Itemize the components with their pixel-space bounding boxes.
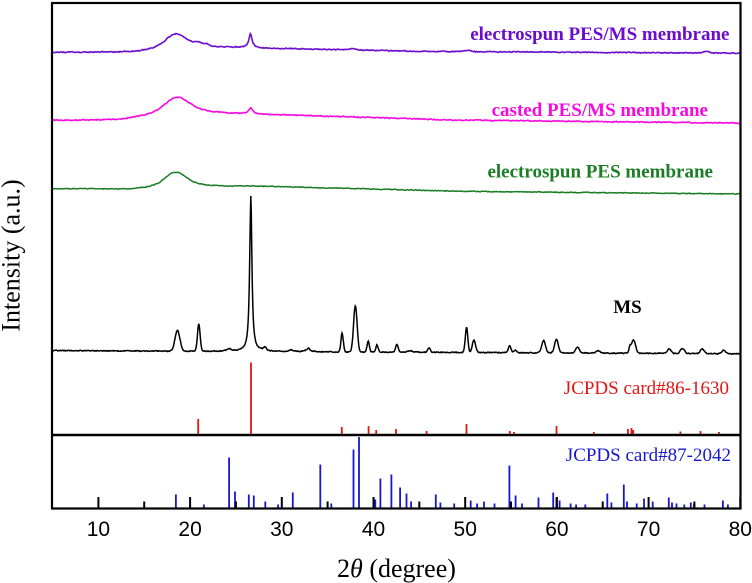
svg-text:50: 50 — [454, 518, 477, 541]
svg-text:JCPDS card#86-1630: JCPDS card#86-1630 — [564, 378, 729, 399]
svg-text:Intensity (a.u.): Intensity (a.u.) — [0, 179, 26, 331]
svg-text:30: 30 — [270, 518, 293, 541]
svg-text:2θ (degree): 2θ (degree) — [337, 554, 456, 583]
svg-text:casted PES/MS membrane: casted PES/MS membrane — [492, 100, 708, 121]
svg-text:80: 80 — [729, 518, 752, 541]
svg-text:electrospun PES/MS membrane: electrospun PES/MS membrane — [470, 24, 729, 45]
svg-text:MS: MS — [613, 297, 642, 318]
svg-text:electrospun PES membrane: electrospun PES membrane — [487, 162, 713, 183]
svg-text:JCPDS card#87-2042: JCPDS card#87-2042 — [566, 445, 731, 466]
svg-text:20: 20 — [178, 518, 201, 541]
svg-text:10: 10 — [87, 518, 110, 541]
svg-text:60: 60 — [545, 518, 568, 541]
svg-text:70: 70 — [637, 518, 660, 541]
svg-text:40: 40 — [362, 518, 385, 541]
